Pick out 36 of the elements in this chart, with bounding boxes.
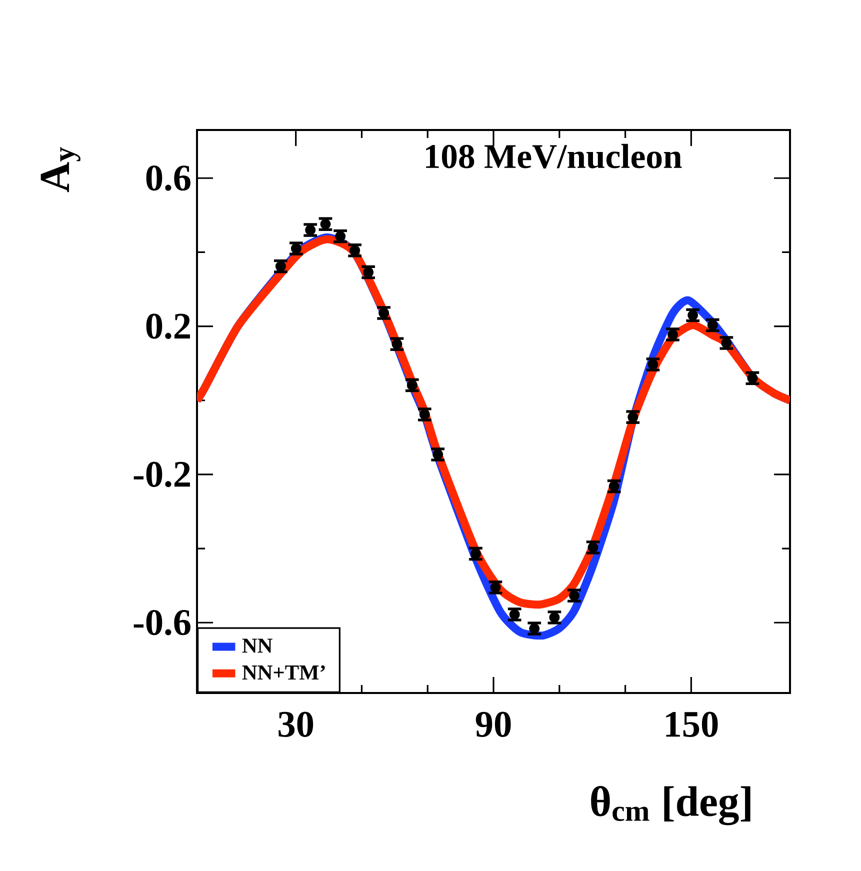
point: [509, 609, 520, 620]
legend-label: NN: [242, 638, 272, 653]
point: [608, 481, 620, 492]
point: [290, 243, 302, 254]
x-axis-title: θ$_{cm}$ [deg]: [591, 786, 750, 826]
point: [490, 582, 501, 593]
annotation: 108 MeV/nucleon: [426, 144, 682, 168]
x-tick-label: 30: [278, 712, 314, 737]
point: [747, 372, 758, 384]
point: [568, 590, 580, 601]
point: [305, 224, 316, 236]
point: [406, 380, 418, 390]
y-axis-title: A$_{y}$: [40, 147, 80, 192]
point: [628, 412, 638, 422]
x-tick-label: 90: [476, 712, 511, 737]
point: [721, 338, 732, 348]
y-tick-label: -0.6: [134, 610, 190, 636]
x-tick-label: 150: [666, 712, 718, 737]
point: [363, 266, 374, 278]
legend-label: NN+TM’: [242, 665, 325, 680]
point: [419, 409, 430, 420]
point: [529, 623, 540, 634]
y-tick-label: 0.6: [146, 165, 190, 191]
y-tick-label: 0.2: [146, 314, 190, 339]
point: [378, 308, 390, 318]
point: [588, 542, 598, 553]
point: [392, 338, 402, 350]
point: [549, 612, 560, 623]
point: [648, 359, 658, 370]
point: [667, 329, 678, 340]
point: [688, 310, 698, 320]
point: [275, 261, 286, 272]
point: [470, 548, 481, 559]
y-tick-label: -0.2: [134, 462, 190, 488]
point: [432, 449, 444, 460]
point: [707, 320, 718, 330]
